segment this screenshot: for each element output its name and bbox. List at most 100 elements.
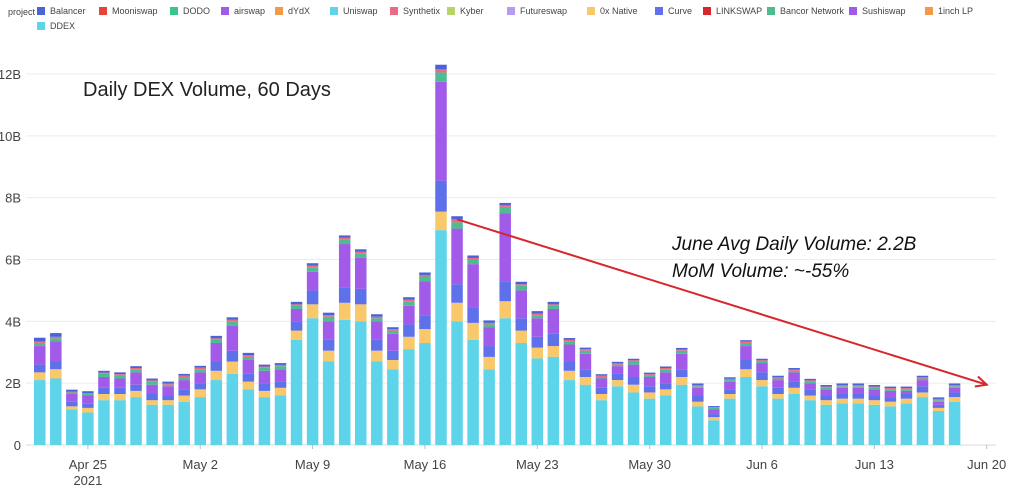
bar-stack	[659, 366, 672, 445]
bar-segment-synthetix	[659, 368, 672, 370]
bar-segment-0x-native	[50, 369, 62, 379]
bar-segment-synthetix	[130, 368, 142, 370]
bar-segment-curve	[483, 346, 495, 357]
y-axis: 0 2B 4B 6B 8B 10B 12B	[0, 67, 21, 453]
trend-arrow	[456, 218, 989, 388]
bar-segment-curve	[66, 401, 78, 407]
legend-swatch-dydx	[275, 7, 283, 15]
legend-swatch-1inch-lp	[925, 7, 933, 15]
legend-label-airswap: airswap	[234, 6, 265, 16]
bar-segment-synthetix	[676, 349, 688, 351]
bar-segment-synthetix	[836, 385, 848, 387]
bar-segment-balancer	[242, 352, 255, 356]
bar-segment-curve	[242, 373, 255, 382]
bar-stack	[563, 338, 576, 445]
bar-stack	[852, 383, 865, 445]
bar-segment-0x-native	[290, 330, 303, 340]
bar-segment-curve	[114, 387, 126, 394]
bar-segment-uniswap	[547, 356, 560, 445]
bar-stack	[932, 397, 945, 445]
bar-segment-synthetix	[34, 341, 46, 343]
bar-segment-uniswap	[724, 398, 736, 445]
bar-stack	[419, 272, 431, 445]
bar-segment-synthetix	[547, 304, 560, 306]
bar-segment-sushiswap	[868, 389, 881, 396]
legend-swatch-sushiswap	[849, 7, 857, 15]
legend-label-1inch-lp: 1inch LP	[938, 6, 973, 16]
bar-segment-0x-native	[547, 346, 560, 357]
bar-segment-synthetix	[226, 319, 239, 322]
legend-swatch-synthetix	[390, 7, 398, 15]
bar-segment-synthetix	[772, 377, 784, 379]
bar-segment-curve	[643, 386, 656, 393]
legend-label-uniswap: Uniswap	[343, 6, 378, 16]
bar-segment-curve	[451, 284, 463, 303]
bar-segment-balancer	[916, 375, 929, 378]
bar-segment-bancor-network	[563, 341, 576, 345]
bar-segment-sushiswap	[387, 333, 399, 351]
bar-stack	[82, 391, 94, 445]
bar-segment-bancor-network	[226, 321, 239, 326]
bar-segment-synthetix	[692, 385, 704, 387]
bar-segment-balancer	[868, 385, 881, 387]
bar-stack	[884, 386, 897, 445]
bar-segment-synthetix	[531, 313, 544, 316]
bar-segment-bancor-network	[948, 386, 961, 388]
bar-segment-balancer	[820, 385, 832, 387]
bar-segment-uniswap	[403, 349, 415, 445]
bar-segment-curve	[194, 383, 206, 390]
bar-segment-0x-native	[98, 393, 110, 401]
legend-swatch-kyber	[447, 7, 455, 15]
bar-segment-curve	[852, 393, 865, 399]
bar-segment-bancor-network	[627, 361, 640, 365]
bar-segment-bancor-network	[178, 376, 190, 381]
bar-segment-bancor-network	[852, 386, 865, 388]
x-tick-label: Jun 20	[967, 457, 1006, 472]
legend-label-sushiswap: Sushiswap	[862, 6, 906, 16]
legend-swatch-bancor-network	[767, 7, 775, 15]
legend-label-synthetix: Synthetix	[403, 6, 441, 16]
bar-segment-uniswap	[371, 361, 383, 445]
bar-segment-0x-native	[676, 376, 688, 385]
bar-segment-0x-native	[210, 370, 223, 381]
bar-segment-sushiswap	[563, 344, 576, 362]
bar-segment-balancer	[322, 312, 335, 316]
bar-segment-bancor-network	[724, 380, 736, 382]
bar-segment-0x-native	[852, 398, 865, 404]
legend-label-mooniswap: Mooniswap	[112, 6, 158, 16]
bar-segment-synthetix	[483, 322, 495, 325]
bar-segment-balancer	[82, 391, 94, 394]
bar-segment-balancer	[178, 373, 190, 376]
bar-segment-balancer	[355, 249, 367, 252]
bar-segment-curve	[258, 383, 271, 391]
bar-segment-synthetix	[162, 383, 174, 385]
x-tick-label: May 2	[183, 457, 218, 472]
bar-stack	[499, 202, 511, 445]
bar-segment-bancor-network	[740, 342, 752, 347]
y-tick-label: 10B	[0, 129, 21, 144]
y-tick-label: 4B	[5, 314, 21, 329]
bar-stack	[435, 64, 447, 445]
x-tick-label: Jun 6	[746, 457, 778, 472]
bar-segment-0x-native	[836, 398, 848, 404]
bar-segment-curve	[916, 386, 929, 393]
bar-segment-0x-native	[306, 304, 319, 319]
bar-segment-curve	[531, 336, 544, 348]
bar-segment-balancer	[724, 377, 736, 379]
bar-segment-uniswap	[643, 398, 656, 445]
bar-segment-bancor-network	[146, 381, 158, 385]
bar-segment-balancer	[579, 347, 592, 350]
bar-segment-synthetix	[82, 393, 94, 394]
bar-segment-sushiswap	[948, 387, 961, 393]
bar-stack	[210, 335, 223, 445]
bar-segment-sushiswap	[419, 281, 431, 316]
bar-segment-uniswap	[563, 380, 576, 445]
bar-segment-uniswap	[322, 361, 335, 445]
bar-segment-synthetix	[932, 398, 945, 401]
bar-segment-sushiswap	[338, 244, 351, 288]
bar-segment-0x-native	[82, 407, 94, 413]
bar-segment-balancer	[403, 297, 415, 300]
trend-line	[456, 218, 987, 386]
bar-stack	[804, 378, 816, 445]
